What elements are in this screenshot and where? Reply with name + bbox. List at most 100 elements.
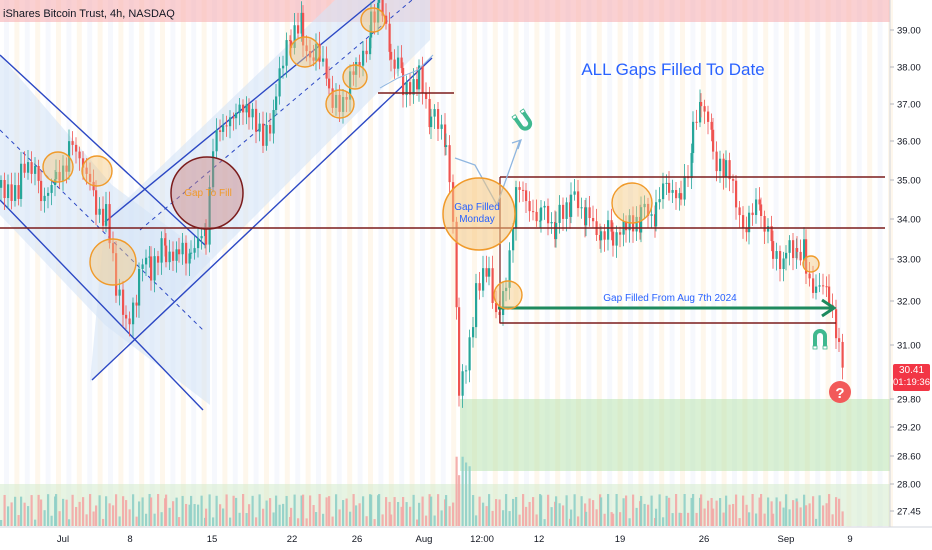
candle-body (585, 207, 588, 226)
candle-body (141, 264, 144, 269)
candle-body (315, 43, 318, 61)
volume-bar (508, 511, 511, 526)
price-axis: 39.00 38.00 37.00 36.00 35.00 34.00 33.00 32.00… (890, 26, 921, 518)
session-band (295, 0, 301, 527)
candle-body (297, 25, 300, 34)
volume-bar (238, 512, 241, 526)
candle-body (650, 214, 653, 216)
candle-body (373, 11, 376, 23)
candle-body (799, 251, 802, 261)
candle-body (472, 327, 475, 338)
candle-body (95, 190, 98, 215)
volume-bar (738, 518, 741, 526)
volume-bar (428, 494, 431, 526)
session-band (711, 0, 717, 527)
candle-body (238, 104, 241, 113)
volume-bar (235, 497, 238, 526)
candle-body (55, 171, 58, 180)
candle-body (603, 231, 606, 240)
candle-body (655, 202, 658, 227)
candle-body (275, 96, 278, 110)
volume-bar (373, 519, 376, 526)
candle-body (478, 283, 481, 291)
candle-body (662, 183, 665, 200)
volume-bar (82, 497, 85, 526)
candle-body (580, 207, 583, 209)
session-band (222, 0, 228, 527)
candle-body (205, 229, 208, 245)
candle-body (425, 93, 428, 99)
volume-bar (397, 501, 400, 526)
candle-body (185, 242, 188, 264)
volume-bar (95, 505, 98, 526)
volume-bar (85, 514, 88, 526)
session-band (576, 0, 581, 527)
y-tick-label: 39.00 (897, 26, 921, 37)
volume-bar (68, 519, 71, 526)
candle-body (665, 182, 668, 184)
volume-bar (643, 503, 646, 526)
candle-body (416, 79, 419, 90)
volume-bar (547, 494, 550, 526)
volume-bar (248, 504, 251, 526)
volume-bar (725, 495, 728, 526)
candle-body (222, 125, 225, 132)
candle-body (550, 222, 553, 224)
volume-bar (378, 494, 381, 526)
candle-body (150, 256, 153, 281)
gap-filled-monday-circle[interactable] (442, 177, 516, 251)
volume-bar (607, 494, 610, 526)
resistance-zone (0, 0, 890, 22)
session-band (732, 0, 737, 527)
session-band (513, 0, 519, 527)
session-band (492, 0, 498, 527)
volume-bar (190, 495, 193, 526)
candle-body (658, 199, 661, 203)
session-band (399, 0, 405, 527)
session-band (586, 0, 592, 527)
candle-body (755, 199, 758, 216)
session-band (867, 0, 873, 527)
candle-body (512, 228, 515, 251)
volume-bar (555, 496, 558, 526)
candle-body (707, 111, 710, 122)
y-tick-label: 27.45 (897, 507, 921, 518)
gap-to-fill-circle[interactable] (170, 156, 244, 230)
candle-body (242, 104, 245, 113)
candle-body (715, 151, 718, 172)
candle-body (745, 227, 748, 233)
candle-body (577, 191, 580, 209)
volume-bar (302, 494, 305, 526)
volume-bar (10, 502, 13, 526)
volume-bar (440, 510, 443, 526)
volume-bar (472, 495, 475, 526)
candle-body (0, 180, 3, 188)
volume-bar (622, 498, 625, 526)
highlight-circle (325, 89, 355, 119)
volume-bar (118, 516, 121, 526)
candle-body (128, 318, 131, 325)
volume-bar (603, 513, 606, 526)
volume-bar (222, 508, 225, 526)
main-heading: ALL Gaps Filled To Date (581, 60, 764, 79)
candle-body (458, 307, 461, 396)
session-band (378, 0, 384, 527)
volume-bar (647, 504, 650, 526)
session-band (877, 0, 883, 527)
candle-body (290, 40, 293, 48)
x-tick-label: 15 (207, 534, 218, 545)
session-band (544, 0, 550, 527)
candle-body (758, 199, 761, 205)
volume-bar (707, 500, 710, 526)
candle-body (468, 337, 471, 371)
volume-bar (719, 498, 722, 526)
candle-body (85, 167, 88, 174)
volume-bar (835, 497, 838, 526)
volume-bar (345, 498, 348, 526)
volume-bar (675, 494, 678, 526)
volume-bar (181, 495, 184, 526)
candle-body (412, 79, 415, 95)
volume-bar (822, 505, 825, 526)
volume-bar (318, 494, 321, 526)
